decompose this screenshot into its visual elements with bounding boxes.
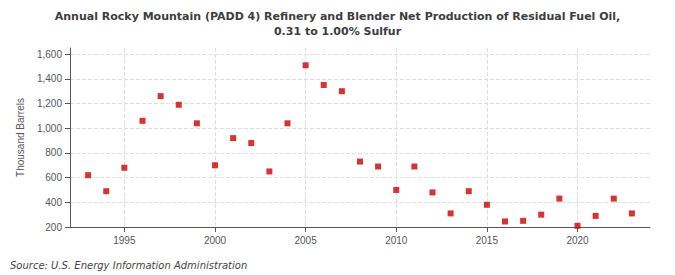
svg-text:1,000: 1,000 [37, 123, 62, 134]
svg-text:1,400: 1,400 [37, 73, 62, 84]
svg-text:2010: 2010 [385, 235, 408, 246]
svg-text:600: 600 [45, 172, 62, 183]
svg-text:2000: 2000 [204, 235, 227, 246]
svg-text:0.31 to 1.00% Sulfur: 0.31 to 1.00% Sulfur [274, 25, 402, 38]
svg-text:800: 800 [45, 147, 62, 158]
svg-text:2015: 2015 [476, 235, 499, 246]
svg-text:2020: 2020 [566, 235, 589, 246]
svg-text:200: 200 [45, 222, 62, 233]
svg-text:Thousand Barrels: Thousand Barrels [15, 98, 26, 177]
svg-text:Source: U.S. Energy Informatio: Source: U.S. Energy Information Administ… [10, 260, 247, 271]
svg-text:Annual Rocky Mountain (PADD 4): Annual Rocky Mountain (PADD 4) Refinery … [55, 10, 621, 23]
svg-text:2005: 2005 [295, 235, 318, 246]
svg-text:400: 400 [45, 197, 62, 208]
svg-text:1,600: 1,600 [37, 49, 62, 60]
svg-text:1995: 1995 [113, 235, 136, 246]
svg-text:1,200: 1,200 [37, 98, 62, 109]
